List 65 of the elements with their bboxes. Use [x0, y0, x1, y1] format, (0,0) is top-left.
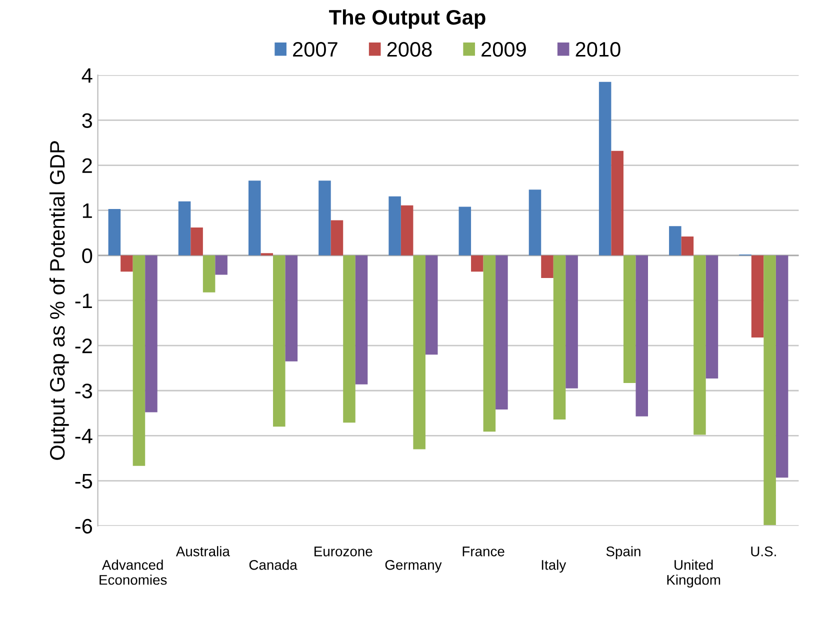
- y-tick-label: 4: [82, 68, 92, 83]
- bar: [190, 227, 203, 256]
- bar: [355, 255, 368, 384]
- bar: [285, 255, 298, 362]
- y-tick-label: -5: [75, 474, 92, 489]
- legend-label: 2007: [293, 42, 338, 57]
- legend-label: 2008: [387, 42, 432, 57]
- bar: [330, 220, 344, 256]
- y-tick-label: -3: [75, 384, 92, 398]
- bar: [413, 255, 426, 450]
- bar: [132, 255, 146, 466]
- x-tick-label: Germany: [385, 560, 442, 573]
- x-tick-label: France: [462, 546, 504, 556]
- bar: [248, 180, 261, 256]
- x-tick-label: Eurozone: [314, 546, 372, 556]
- bar: [694, 255, 706, 435]
- legend-label: 2010: [576, 42, 620, 57]
- x-tick-label: U.S.: [751, 546, 776, 556]
- y-tick-label: -4: [75, 428, 92, 444]
- bar: [400, 205, 414, 256]
- x-tick-label: Italy: [542, 560, 566, 573]
- x-tick-label: Australia: [176, 546, 230, 556]
- chart-title: The Output Gap: [329, 9, 486, 29]
- bar: [611, 150, 624, 256]
- bar: [598, 82, 612, 256]
- x-tick-label: United Kingdom: [667, 560, 720, 588]
- bar: [120, 255, 133, 272]
- bar: [751, 255, 764, 338]
- bar: [541, 255, 554, 278]
- y-tick-label: -1: [75, 294, 92, 308]
- bar: [145, 255, 158, 412]
- bar: [681, 236, 694, 256]
- bar: [623, 255, 636, 383]
- y-tick-label: 2: [82, 158, 92, 173]
- bar: [706, 255, 718, 378]
- x-tick-label: Advanced Economies: [100, 560, 167, 585]
- y-tick-label: -2: [75, 338, 92, 354]
- legend-label: 2009: [482, 42, 526, 57]
- bar: [458, 206, 472, 256]
- bar: [669, 226, 682, 256]
- bar: [388, 196, 401, 256]
- bar: [215, 255, 228, 275]
- y-tick-label: 1: [82, 204, 92, 218]
- bar: [553, 255, 566, 420]
- bar: [776, 255, 788, 478]
- bar: [343, 255, 356, 423]
- bar: [636, 255, 648, 416]
- bar: [178, 201, 191, 256]
- bar: [496, 255, 508, 410]
- x-tick-label: Spain: [606, 546, 640, 560]
- bar: [566, 255, 578, 388]
- bar: [425, 255, 438, 355]
- y-tick-label: -6: [75, 518, 92, 534]
- bar: [483, 255, 496, 432]
- y-tick-label: 0: [82, 248, 92, 264]
- bar: [528, 190, 542, 256]
- bar: [202, 255, 216, 292]
- y-axis-title: Output Gap as % of Potential GDP: [49, 141, 69, 460]
- bar: [273, 255, 286, 427]
- bar: [764, 255, 776, 525]
- x-tick-label: Canada: [249, 560, 298, 570]
- y-tick-label: 3: [82, 113, 92, 128]
- bar: [471, 255, 484, 272]
- bar: [108, 208, 121, 256]
- bar: [318, 180, 331, 256]
